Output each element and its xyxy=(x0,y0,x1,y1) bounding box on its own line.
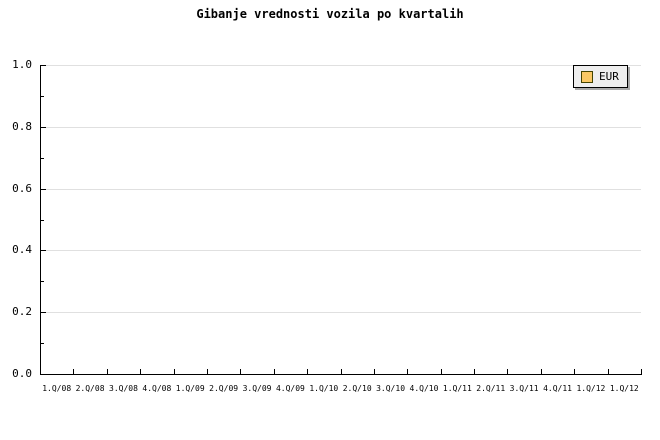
y-gridline xyxy=(41,65,641,66)
y-tick-label: 0.8 xyxy=(12,119,32,133)
y-gridline xyxy=(41,312,641,314)
y-major-tick xyxy=(41,126,46,128)
x-tick-label: 1.Q/10 xyxy=(309,384,339,393)
y-axis-line xyxy=(40,65,41,375)
x-tick-label: 2.Q/08 xyxy=(75,384,105,393)
x-boundary-tick xyxy=(407,369,409,374)
x-tick-label: 3.Q/08 xyxy=(109,384,138,393)
x-tick-label: 2.Q/11 xyxy=(476,384,506,393)
x-tick-label: 4.Q/11 xyxy=(543,384,572,393)
y-major-tick xyxy=(41,250,46,252)
y-minor-tick xyxy=(41,219,44,221)
x-boundary-tick xyxy=(574,369,576,374)
x-boundary-tick xyxy=(273,369,275,374)
x-boundary-tick xyxy=(540,369,542,374)
x-boundary-tick xyxy=(641,369,642,374)
x-tick-label: 1.Q/11 xyxy=(442,384,472,393)
x-boundary-tick xyxy=(474,369,476,374)
x-boundary-tick xyxy=(73,369,75,374)
x-tick-label: 1.Q/08 xyxy=(42,384,72,393)
y-gridline xyxy=(41,126,641,128)
y-tick-label: 0.4 xyxy=(12,243,32,257)
y-tick-label: 1.0 xyxy=(12,58,32,71)
x-tick-label: 3.Q/11 xyxy=(509,384,539,393)
y-gridline xyxy=(41,188,641,190)
x-boundary-tick xyxy=(307,369,309,374)
x-boundary-tick xyxy=(340,369,342,374)
y-minor-tick xyxy=(41,281,44,283)
chart-title: Gibanje vrednosti vozila po kvartalih xyxy=(196,7,464,21)
x-tick-label: 1.Q/09 xyxy=(175,384,205,393)
x-tick-label: 1.Q/12 xyxy=(609,384,639,393)
x-tick-label: 4.Q/08 xyxy=(142,384,172,393)
x-tick-label: 2.Q/09 xyxy=(209,384,239,393)
x-tick-label: 4.Q/10 xyxy=(409,384,439,393)
x-boundary-tick xyxy=(440,369,442,374)
x-boundary-tick xyxy=(173,369,175,374)
x-tick-label: 3.Q/09 xyxy=(242,384,272,393)
x-tick-label: 4.Q/09 xyxy=(275,384,305,393)
legend: EUR xyxy=(573,65,628,88)
x-boundary-tick xyxy=(206,369,208,374)
x-boundary-tick xyxy=(240,369,242,374)
x-tick-label: 1.Q/12 xyxy=(576,384,606,393)
y-minor-tick xyxy=(41,95,44,97)
x-boundary-tick xyxy=(106,369,108,374)
x-boundary-tick xyxy=(140,369,142,374)
x-tick-label: 2.Q/10 xyxy=(342,384,372,393)
y-minor-tick xyxy=(41,343,44,345)
x-boundary-tick xyxy=(607,369,609,374)
y-major-tick xyxy=(41,312,46,314)
x-boundary-tick xyxy=(373,369,375,374)
y-tick-label: 0.6 xyxy=(12,181,32,195)
x-tick-label: 3.Q/10 xyxy=(376,384,406,393)
y-tick-label: 0.0 xyxy=(12,367,32,380)
legend-label-eur: EUR xyxy=(599,69,619,83)
legend-swatch-eur-icon xyxy=(581,70,593,83)
x-axis-line xyxy=(40,374,642,375)
y-major-tick xyxy=(41,65,46,66)
y-tick-label: 0.2 xyxy=(12,305,32,319)
y-gridline xyxy=(41,250,641,252)
x-boundary-tick xyxy=(507,369,509,374)
y-minor-tick xyxy=(41,157,44,159)
y-major-tick xyxy=(41,188,46,190)
